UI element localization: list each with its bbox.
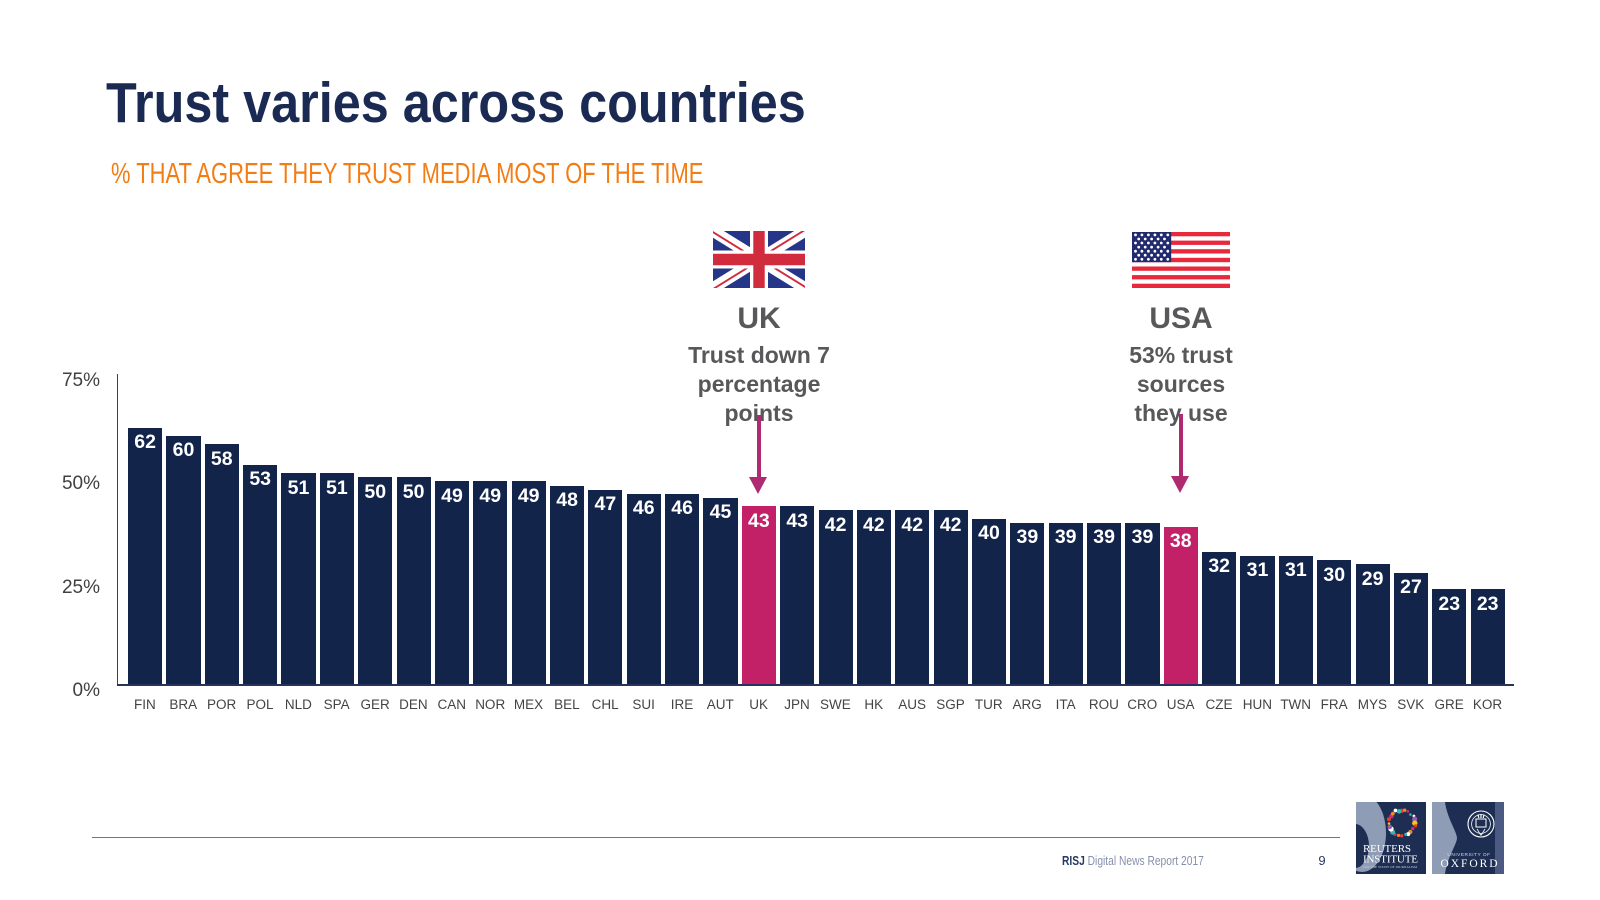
svg-text:OXFORD: OXFORD <box>1441 858 1498 870</box>
svg-text:REUTERS: REUTERS <box>1363 843 1411 855</box>
svg-text:FOR THE STUDY OF JOURNALISM: FOR THE STUDY OF JOURNALISM <box>1363 865 1417 869</box>
svg-text:UNIVERSITY OF: UNIVERSITY OF <box>1447 852 1490 858</box>
svg-text:INSTITUTE: INSTITUTE <box>1363 854 1418 866</box>
